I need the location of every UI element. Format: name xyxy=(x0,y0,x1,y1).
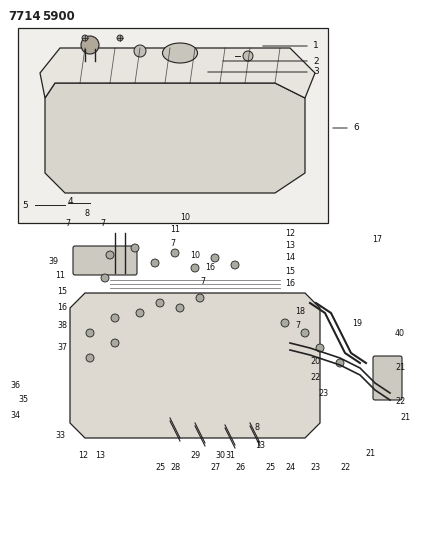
Circle shape xyxy=(171,249,179,257)
Text: 16: 16 xyxy=(205,263,215,272)
Text: 22: 22 xyxy=(395,397,405,406)
FancyBboxPatch shape xyxy=(73,246,137,275)
Text: 7: 7 xyxy=(295,321,300,330)
Text: 6: 6 xyxy=(353,124,359,133)
Text: 10: 10 xyxy=(190,251,200,260)
Circle shape xyxy=(191,264,199,272)
Circle shape xyxy=(111,339,119,347)
Text: 18: 18 xyxy=(295,306,305,316)
Circle shape xyxy=(316,344,324,352)
FancyBboxPatch shape xyxy=(373,356,402,400)
Polygon shape xyxy=(45,83,305,193)
Text: 22: 22 xyxy=(310,374,320,383)
Circle shape xyxy=(151,259,159,267)
Polygon shape xyxy=(70,293,320,438)
Text: 23: 23 xyxy=(318,389,328,398)
Text: 11: 11 xyxy=(170,225,180,235)
Text: 26: 26 xyxy=(235,464,245,472)
Text: 21: 21 xyxy=(400,414,410,423)
Text: 27: 27 xyxy=(210,464,220,472)
Text: 5: 5 xyxy=(22,200,28,209)
Text: 23: 23 xyxy=(310,464,320,472)
Text: 7: 7 xyxy=(100,219,105,228)
Text: 7714: 7714 xyxy=(8,10,41,23)
Circle shape xyxy=(136,309,144,317)
Circle shape xyxy=(134,45,146,57)
Text: 11: 11 xyxy=(55,271,65,280)
Circle shape xyxy=(86,354,94,362)
Text: 24: 24 xyxy=(285,464,295,472)
Text: 25: 25 xyxy=(265,464,275,472)
Circle shape xyxy=(101,274,109,282)
Text: 3: 3 xyxy=(313,68,319,77)
Text: 13: 13 xyxy=(95,450,105,459)
Polygon shape xyxy=(40,48,315,98)
Text: 1: 1 xyxy=(313,42,319,51)
Text: 12: 12 xyxy=(285,229,295,238)
Text: 16: 16 xyxy=(285,279,295,288)
Text: 22: 22 xyxy=(340,464,350,472)
Text: 10: 10 xyxy=(180,214,190,222)
Circle shape xyxy=(131,244,139,252)
Text: 36: 36 xyxy=(10,381,20,390)
Circle shape xyxy=(86,329,94,337)
Text: 7: 7 xyxy=(170,238,175,247)
Circle shape xyxy=(231,261,239,269)
Text: 39: 39 xyxy=(48,256,58,265)
Text: 7: 7 xyxy=(200,277,205,286)
Text: 16: 16 xyxy=(57,303,67,311)
Ellipse shape xyxy=(163,43,197,63)
Text: 25: 25 xyxy=(155,464,165,472)
Text: 31: 31 xyxy=(225,450,235,459)
Text: 14: 14 xyxy=(285,254,295,262)
Text: 37: 37 xyxy=(57,343,67,352)
Circle shape xyxy=(336,359,344,367)
Text: 12: 12 xyxy=(78,450,88,459)
Text: 21: 21 xyxy=(395,364,405,373)
Text: 8: 8 xyxy=(255,424,260,432)
Text: 28: 28 xyxy=(170,464,180,472)
Text: 33: 33 xyxy=(55,432,65,440)
Circle shape xyxy=(211,254,219,262)
Text: 15: 15 xyxy=(57,287,67,295)
Text: 34: 34 xyxy=(10,410,20,419)
Circle shape xyxy=(156,299,164,307)
Text: 13: 13 xyxy=(255,440,265,449)
Circle shape xyxy=(301,329,309,337)
Circle shape xyxy=(176,304,184,312)
FancyBboxPatch shape xyxy=(18,28,328,223)
Text: 15: 15 xyxy=(285,266,295,276)
Circle shape xyxy=(196,294,204,302)
Text: 5900: 5900 xyxy=(42,10,75,23)
Text: 38: 38 xyxy=(57,320,67,329)
Circle shape xyxy=(81,36,99,54)
Circle shape xyxy=(82,35,88,41)
Text: 29: 29 xyxy=(190,450,200,459)
Text: 2: 2 xyxy=(313,56,318,66)
Circle shape xyxy=(111,314,119,322)
Text: 40: 40 xyxy=(395,328,405,337)
Text: 20: 20 xyxy=(310,357,320,366)
Text: 7: 7 xyxy=(65,219,70,228)
Circle shape xyxy=(106,251,114,259)
Text: 30: 30 xyxy=(215,450,225,459)
Text: 21: 21 xyxy=(365,448,375,457)
Text: 8: 8 xyxy=(85,208,90,217)
Circle shape xyxy=(281,319,289,327)
Text: 13: 13 xyxy=(285,241,295,251)
Circle shape xyxy=(243,51,253,61)
Text: 19: 19 xyxy=(352,319,362,327)
Text: 17: 17 xyxy=(372,236,382,245)
Text: 35: 35 xyxy=(18,395,28,405)
Text: 4: 4 xyxy=(68,197,74,206)
Circle shape xyxy=(117,35,123,41)
